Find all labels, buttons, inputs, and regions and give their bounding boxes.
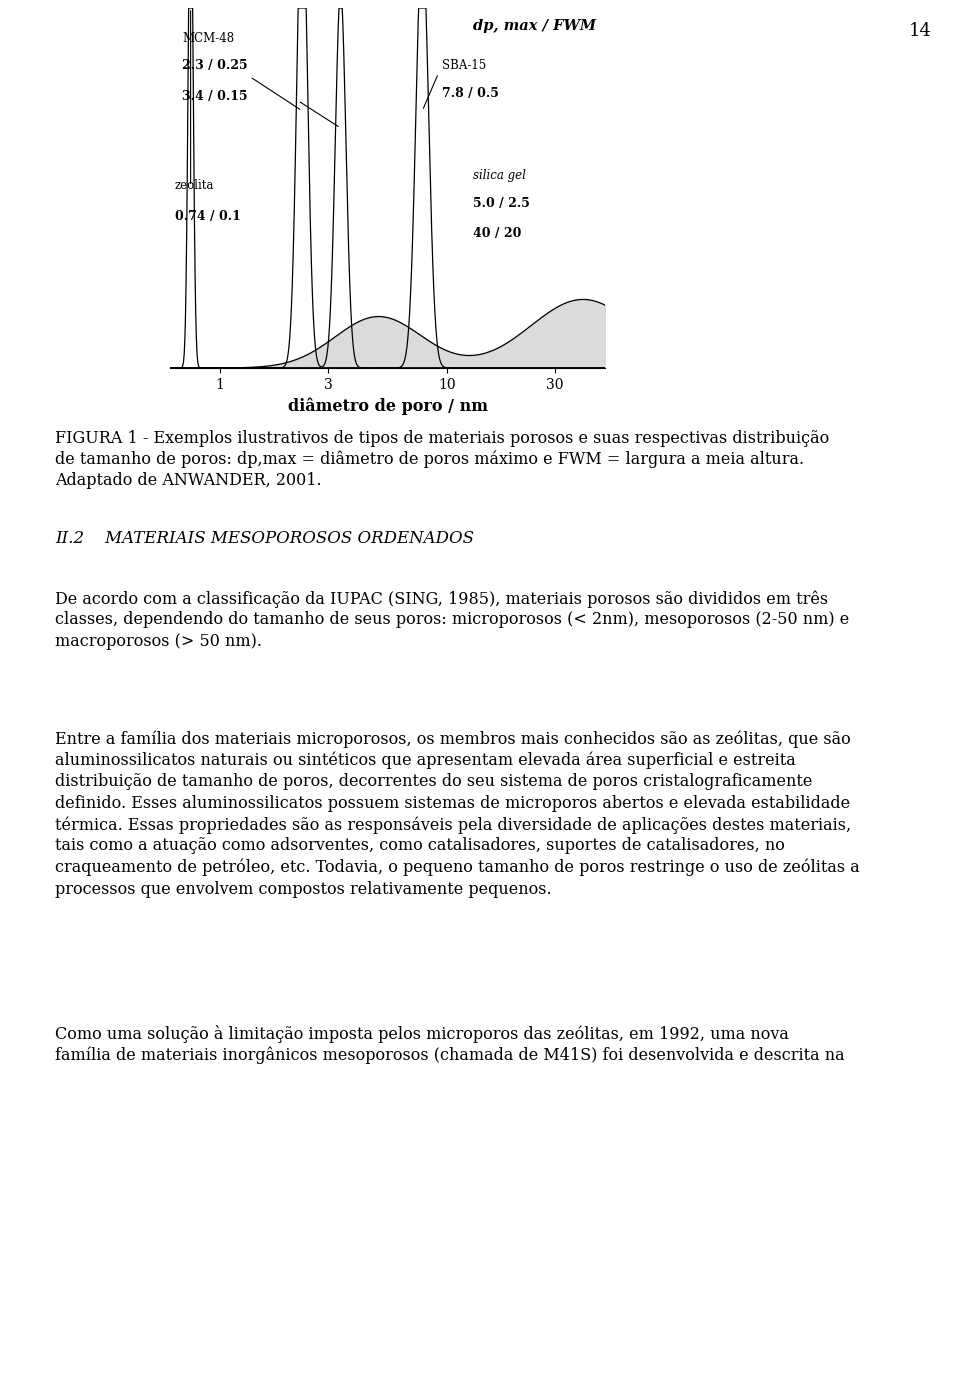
Text: FIGURA 1 - Exemplos ilustrativos de tipos de materiais porosos e suas respectiva: FIGURA 1 - Exemplos ilustrativos de tipo… bbox=[55, 430, 829, 448]
Text: Adaptado de ANWANDER, 2001.: Adaptado de ANWANDER, 2001. bbox=[55, 472, 322, 489]
Text: 14: 14 bbox=[908, 22, 931, 40]
X-axis label: diâmetro de poro / nm: diâmetro de poro / nm bbox=[287, 397, 488, 415]
Text: tais como a atuação como adsorventes, como catalisadores, suportes de catalisado: tais como a atuação como adsorventes, co… bbox=[55, 838, 785, 854]
Text: família de materiais inorgânicos mesoporosos (chamada de M41S) foi desenvolvida : família de materiais inorgânicos mesopor… bbox=[55, 1046, 845, 1064]
Text: processos que envolvem compostos relativamente pequenos.: processos que envolvem compostos relativ… bbox=[55, 880, 552, 898]
Text: SBA-15: SBA-15 bbox=[442, 59, 486, 73]
Text: distribuição de tamanho de poros, decorrentes do seu sistema de poros cristalogr: distribuição de tamanho de poros, decorr… bbox=[55, 773, 812, 789]
Text: definido. Esses aluminossilicatos possuem sistemas de microporos abertos e eleva: definido. Esses aluminossilicatos possue… bbox=[55, 795, 851, 811]
Text: zeolita: zeolita bbox=[175, 180, 214, 192]
Text: 40 / 20: 40 / 20 bbox=[472, 228, 521, 240]
Text: dp, max / FWM: dp, max / FWM bbox=[473, 19, 596, 33]
Text: craqueamento de petróleo, etc. Todavia, o pequeno tamanho de poros restringe o u: craqueamento de petróleo, etc. Todavia, … bbox=[55, 859, 860, 876]
Text: macroporosos (> 50 nm).: macroporosos (> 50 nm). bbox=[55, 633, 262, 649]
Text: MCM-48: MCM-48 bbox=[182, 32, 234, 45]
Text: silica gel: silica gel bbox=[472, 169, 525, 183]
Text: Como uma solução à limitação imposta pelos microporos das zeólitas, em 1992, uma: Como uma solução à limitação imposta pel… bbox=[55, 1026, 789, 1043]
Text: aluminossilicatos naturais ou sintéticos que apresentam elevada área superficial: aluminossilicatos naturais ou sintéticos… bbox=[55, 751, 796, 769]
Text: térmica. Essas propriedades são as responsáveis pela diversidade de aplicações d: térmica. Essas propriedades são as respo… bbox=[55, 816, 852, 833]
Text: Entre a família dos materiais microporosos, os membros mais conhecidos são as ze: Entre a família dos materiais microporos… bbox=[55, 730, 851, 747]
Text: 7.8 / 0.5: 7.8 / 0.5 bbox=[442, 86, 498, 100]
Text: 2.3 / 0.25: 2.3 / 0.25 bbox=[182, 59, 248, 73]
Text: classes, dependendo do tamanho de seus poros: microporosos (< 2nm), mesoporosos : classes, dependendo do tamanho de seus p… bbox=[55, 611, 850, 629]
Text: 0.74 / 0.1: 0.74 / 0.1 bbox=[175, 210, 241, 224]
Text: II.2    MATERIAIS MESOPOROSOS ORDENADOS: II.2 MATERIAIS MESOPOROSOS ORDENADOS bbox=[55, 530, 474, 546]
Text: De acordo com a classificação da IUPAC (SING, 1985), materiais porosos são divid: De acordo com a classificação da IUPAC (… bbox=[55, 590, 828, 607]
Text: 3.4 / 0.15: 3.4 / 0.15 bbox=[182, 91, 248, 103]
Text: de tamanho de poros: dp,max = diâmetro de poros máximo e FWM = largura a meia al: de tamanho de poros: dp,max = diâmetro d… bbox=[55, 450, 804, 468]
Text: 5.0 / 2.5: 5.0 / 2.5 bbox=[472, 196, 529, 210]
